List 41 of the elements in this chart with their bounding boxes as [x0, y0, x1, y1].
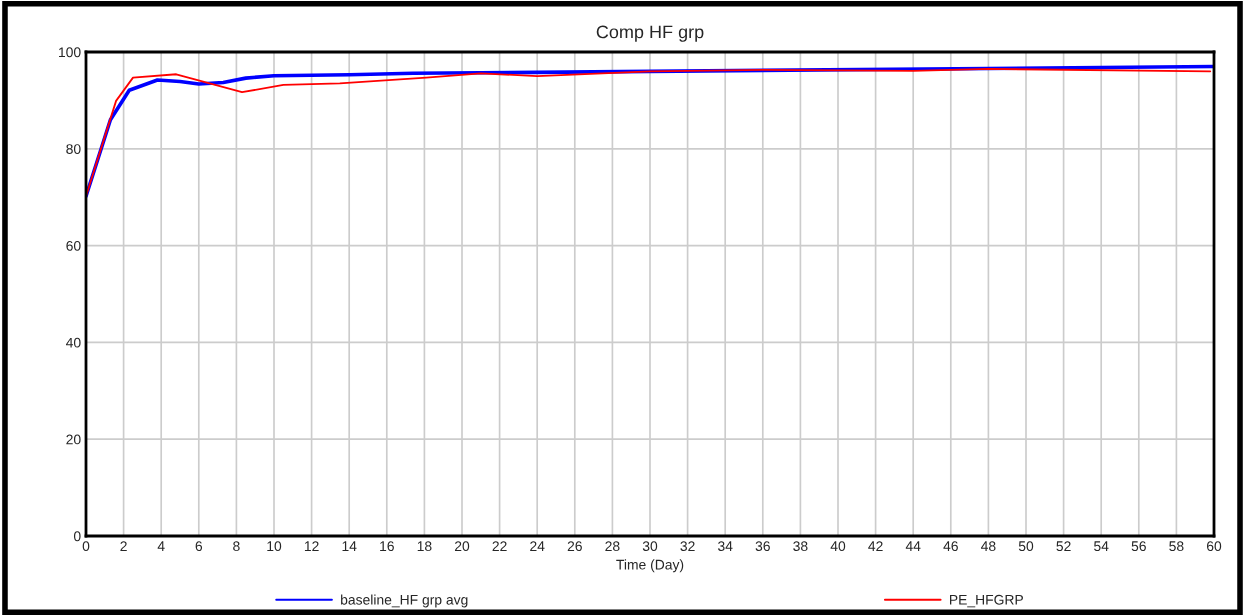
x-tick-label: 30: [642, 541, 658, 552]
y-tick-label: 60: [66, 240, 81, 251]
x-tick-label: 8: [233, 541, 240, 552]
x-tick-label: 12: [304, 541, 319, 551]
x-tick-label: 26: [567, 541, 582, 552]
x-tick-label: 48: [981, 541, 996, 552]
x-tick-label: 40: [830, 541, 846, 552]
x-tick-label: 2: [120, 541, 127, 551]
x-tick-label: 10: [267, 541, 282, 552]
x-tick-label: 44: [905, 541, 921, 551]
chart-title: Comp HF grp: [596, 25, 704, 42]
x-tick-label: 34: [718, 541, 733, 552]
x-tick-label: 52: [1056, 541, 1071, 552]
x-axis-title: Time (Day): [616, 559, 684, 573]
x-tick-label: 4: [157, 541, 165, 551]
x-tick-label: 42: [868, 541, 883, 551]
y-tick-label: 0: [73, 531, 81, 542]
legend-label: PE_HFGRP: [950, 594, 1023, 608]
x-tick-label: 18: [417, 541, 432, 552]
x-tick-label: 56: [1131, 541, 1146, 552]
x-tick-label: 58: [1169, 541, 1184, 552]
x-tick-label: 54: [1094, 541, 1109, 552]
y-tick-label: 80: [66, 144, 81, 154]
y-tick-label: 20: [66, 434, 81, 445]
y-tick-label: 100: [59, 47, 81, 58]
x-tick-label: 28: [605, 541, 620, 552]
x-tick-label: 14: [342, 541, 357, 551]
x-tick-label: 6: [195, 541, 203, 552]
x-tick-label: 36: [755, 541, 770, 552]
legend-label: baseline_HF grp avg: [341, 594, 468, 608]
x-tick-label: 22: [492, 541, 507, 551]
x-tick-label: 46: [943, 541, 958, 552]
y-tick-label: 40: [66, 337, 81, 348]
x-tick-label: 60: [1206, 541, 1222, 552]
x-tick-label: 32: [680, 541, 695, 552]
x-tick-label: 0: [82, 541, 90, 552]
x-tick-label: 20: [454, 541, 470, 552]
x-tick-label: 24: [530, 541, 545, 551]
x-tick-label: 50: [1018, 541, 1034, 552]
x-tick-label: 16: [380, 541, 394, 552]
x-tick-label: 38: [793, 541, 808, 552]
